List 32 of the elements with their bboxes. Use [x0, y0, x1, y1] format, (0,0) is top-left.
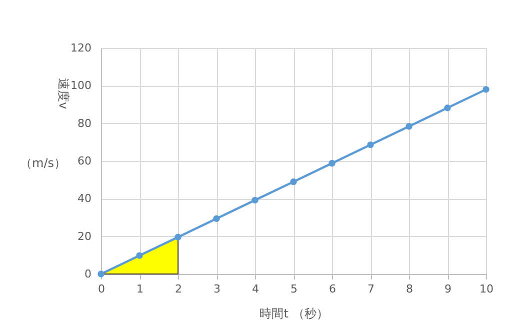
y-tick-label: 20 [78, 230, 92, 243]
x-tick-label: 5 [290, 282, 298, 296]
point [444, 104, 451, 112]
point [213, 215, 220, 222]
x-tick-label: 3 [214, 282, 220, 296]
y-tick-label: 0 [84, 268, 92, 280]
x-tick-label: 1 [136, 282, 144, 296]
point [98, 270, 104, 278]
point [136, 252, 143, 259]
y-tick-label: 60 [78, 154, 92, 168]
x-tick-label: 0 [98, 282, 105, 296]
point [482, 86, 490, 93]
point [328, 160, 336, 167]
text: （m/s） [20, 156, 66, 170]
x-tick-label: 4 [252, 282, 259, 296]
x-tick-label: 7 [368, 282, 374, 296]
point [174, 234, 182, 240]
point [252, 196, 258, 204]
point [367, 141, 374, 148]
y-tick-label: 120 [70, 42, 92, 54]
x-tick-label: 9 [444, 282, 452, 296]
y-tick-label: 40 [78, 192, 92, 206]
x-tick-label: 6 [329, 282, 336, 296]
y-axis-title: 速度v [56, 78, 70, 110]
point [406, 123, 412, 130]
x-axis-title: 時間t （秒） [260, 306, 328, 320]
x-tick-label: 2 [175, 282, 182, 296]
point [290, 178, 297, 186]
y-tick-label: 100 [70, 79, 92, 92]
y-tick-label: 80 [78, 116, 92, 130]
x-tick-label: 10 [480, 282, 494, 296]
x-tick-label: 8 [406, 282, 413, 296]
